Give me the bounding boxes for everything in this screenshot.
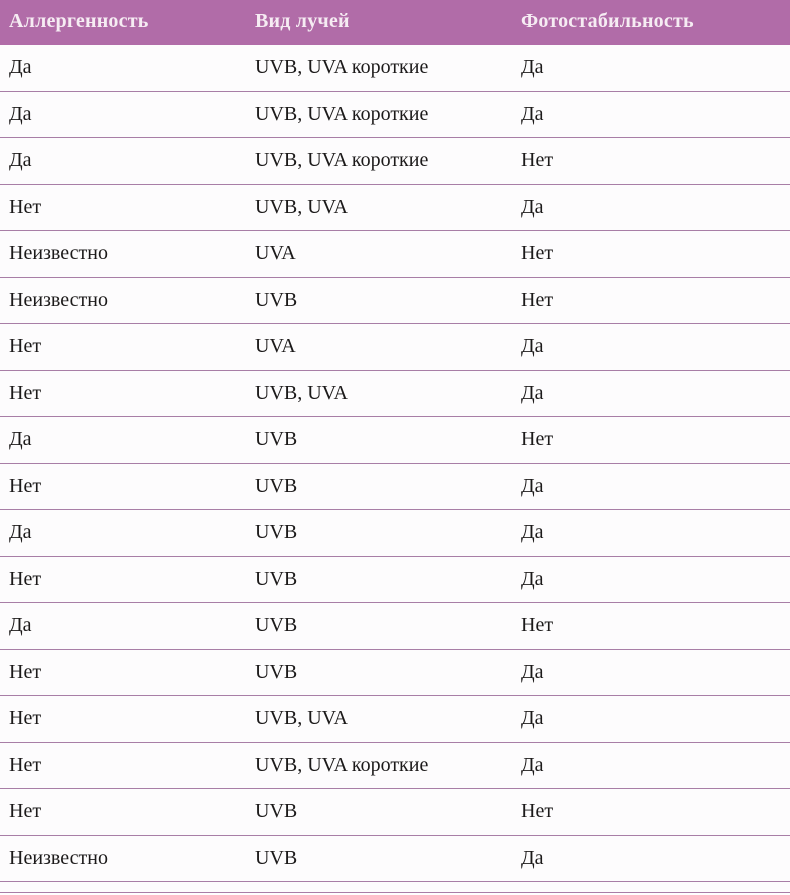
- cell-photostability: Нет: [512, 417, 790, 464]
- cell-ray-type: UVB, UVA короткие: [246, 91, 512, 138]
- cell-allergenicity: Неизвестно: [0, 231, 246, 278]
- table-row: Нет UVB, UVA короткие Да: [0, 742, 790, 789]
- cell-allergenicity: Нет: [0, 696, 246, 743]
- cell-allergenicity: Да: [0, 45, 246, 92]
- cell-ray-type: UVB: [246, 603, 512, 650]
- cell-ray-type: UVB: [246, 835, 512, 882]
- cell-allergenicity: Нет: [0, 463, 246, 510]
- table-row: Нет UVB Да: [0, 649, 790, 696]
- cell-ray-type: UVB: [246, 789, 512, 836]
- table-row: Нет UVA Да: [0, 324, 790, 371]
- table-row: Да UVB Да: [0, 510, 790, 557]
- cell-allergenicity: Нет: [0, 649, 246, 696]
- cell-ray-type: UVB, UVA короткие: [246, 138, 512, 185]
- partial-row-cell: [0, 882, 790, 893]
- cell-photostability: Да: [512, 184, 790, 231]
- column-header-allergenicity: Аллергенность: [0, 0, 246, 45]
- cell-photostability: Да: [512, 696, 790, 743]
- cell-ray-type: UVB, UVA: [246, 370, 512, 417]
- column-header-photostability: Фотостабильность: [512, 0, 790, 45]
- cell-allergenicity: Да: [0, 510, 246, 557]
- cell-photostability: Да: [512, 835, 790, 882]
- cell-ray-type: UVB: [246, 649, 512, 696]
- table-row: Неизвестно UVB Да: [0, 835, 790, 882]
- cell-allergenicity: Нет: [0, 184, 246, 231]
- cell-ray-type: UVB: [246, 556, 512, 603]
- cell-allergenicity: Неизвестно: [0, 835, 246, 882]
- cell-allergenicity: Да: [0, 138, 246, 185]
- table-row: Нет UVB, UVA Да: [0, 696, 790, 743]
- cell-photostability: Нет: [512, 277, 790, 324]
- cell-photostability: Да: [512, 370, 790, 417]
- cell-photostability: Нет: [512, 603, 790, 650]
- cell-ray-type: UVB, UVA: [246, 696, 512, 743]
- table-row: Нет UVB Нет: [0, 789, 790, 836]
- table-row: Неизвестно UVA Нет: [0, 231, 790, 278]
- cell-photostability: Нет: [512, 789, 790, 836]
- cell-photostability: Да: [512, 649, 790, 696]
- table-row: Да UVB, UVA короткие Да: [0, 91, 790, 138]
- cell-ray-type: UVB: [246, 463, 512, 510]
- cell-allergenicity: Неизвестно: [0, 277, 246, 324]
- cell-allergenicity: Нет: [0, 789, 246, 836]
- table-row: Нет UVB Да: [0, 556, 790, 603]
- table-row: Неизвестно UVB Нет: [0, 277, 790, 324]
- cell-photostability: Да: [512, 742, 790, 789]
- cell-ray-type: UVB: [246, 277, 512, 324]
- cell-photostability: Да: [512, 463, 790, 510]
- cell-allergenicity: Да: [0, 91, 246, 138]
- cell-ray-type: UVB: [246, 510, 512, 557]
- cell-photostability: Нет: [512, 231, 790, 278]
- cell-allergenicity: Нет: [0, 370, 246, 417]
- cell-photostability: Да: [512, 324, 790, 371]
- cell-ray-type: UVB, UVA: [246, 184, 512, 231]
- cell-ray-type: UVA: [246, 324, 512, 371]
- cell-photostability: Да: [512, 91, 790, 138]
- cell-ray-type: UVB, UVA короткие: [246, 742, 512, 789]
- cell-allergenicity: Да: [0, 603, 246, 650]
- cell-allergenicity: Нет: [0, 556, 246, 603]
- cell-photostability: Да: [512, 556, 790, 603]
- table-row: Да UVB, UVA короткие Да: [0, 45, 790, 92]
- cell-photostability: Да: [512, 510, 790, 557]
- table-row: Нет UVB, UVA Да: [0, 370, 790, 417]
- table-row: Да UVB Нет: [0, 603, 790, 650]
- cell-allergenicity: Нет: [0, 742, 246, 789]
- cell-ray-type: UVB: [246, 417, 512, 464]
- cell-allergenicity: Нет: [0, 324, 246, 371]
- table-row: Нет UVB Да: [0, 463, 790, 510]
- partial-row: [0, 882, 790, 893]
- cell-allergenicity: Да: [0, 417, 246, 464]
- table-row: Да UVB Нет: [0, 417, 790, 464]
- cell-ray-type: UVB, UVA короткие: [246, 45, 512, 92]
- header-row: Аллергенность Вид лучей Фотостабильность: [0, 0, 790, 45]
- table-body: Да UVB, UVA короткие Да Да UVB, UVA короткие…: [0, 45, 790, 893]
- cell-photostability: Да: [512, 45, 790, 92]
- table-row: Да UVB, UVA короткие Нет: [0, 138, 790, 185]
- table-header: Аллергенность Вид лучей Фотостабильность: [0, 0, 790, 45]
- column-header-ray-type: Вид лучей: [246, 0, 512, 45]
- table-row: Нет UVB, UVA Да: [0, 184, 790, 231]
- cell-photostability: Нет: [512, 138, 790, 185]
- cell-ray-type: UVA: [246, 231, 512, 278]
